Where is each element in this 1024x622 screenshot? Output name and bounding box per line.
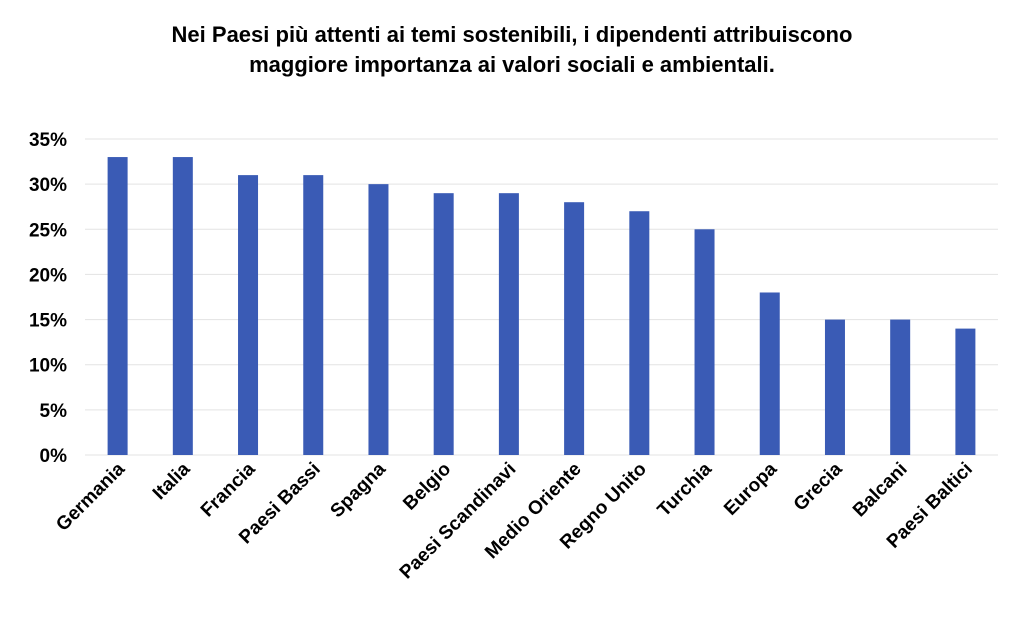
x-category-label: Turchia [654,458,717,521]
y-tick-label: 35% [29,130,67,151]
x-category-label: Grecia [790,458,847,515]
gridlines [85,138,998,456]
chart-title-line-1: Nei Paesi più attenti ai temi sostenibil… [171,22,853,47]
bar [629,211,650,455]
bar [824,319,845,455]
x-category-label: Spagna [327,458,391,522]
chart-title-line-2: maggiore importanza ai valori sociali e … [249,52,775,77]
chart-title: Nei Paesi più attenti ai temi sostenibil… [0,20,1024,80]
x-category-label: Italia [149,458,195,504]
y-tick-label: 0% [40,446,68,467]
x-category-label: Germania [52,458,129,535]
bar [433,193,454,455]
y-tick-label: 25% [29,220,67,241]
x-category-label: Europa [720,458,781,519]
bar [759,292,780,455]
bar [955,328,976,455]
x-category-label: Belgio [399,459,455,515]
y-tick-label: 10% [29,356,67,377]
bars [107,157,976,456]
x-category-label: Paesi Scandinavi [396,459,521,584]
y-tick-label: 30% [29,175,67,196]
bar [694,229,715,455]
y-tick-label: 15% [29,311,67,332]
bar [172,157,193,456]
bar [238,175,259,455]
bar [107,157,128,456]
y-tick-label: 20% [29,265,67,286]
x-category-label: Balcani [849,459,912,522]
bar [890,319,911,455]
y-tick-label: 5% [40,401,68,422]
bar [564,202,585,455]
bar [303,175,324,455]
y-axis-tick-labels: 0% 5% 10% 15% 20% 25% 30% 35% [29,130,67,467]
bar [368,184,389,455]
x-category-label: Francia [197,458,260,521]
bar [498,193,519,455]
